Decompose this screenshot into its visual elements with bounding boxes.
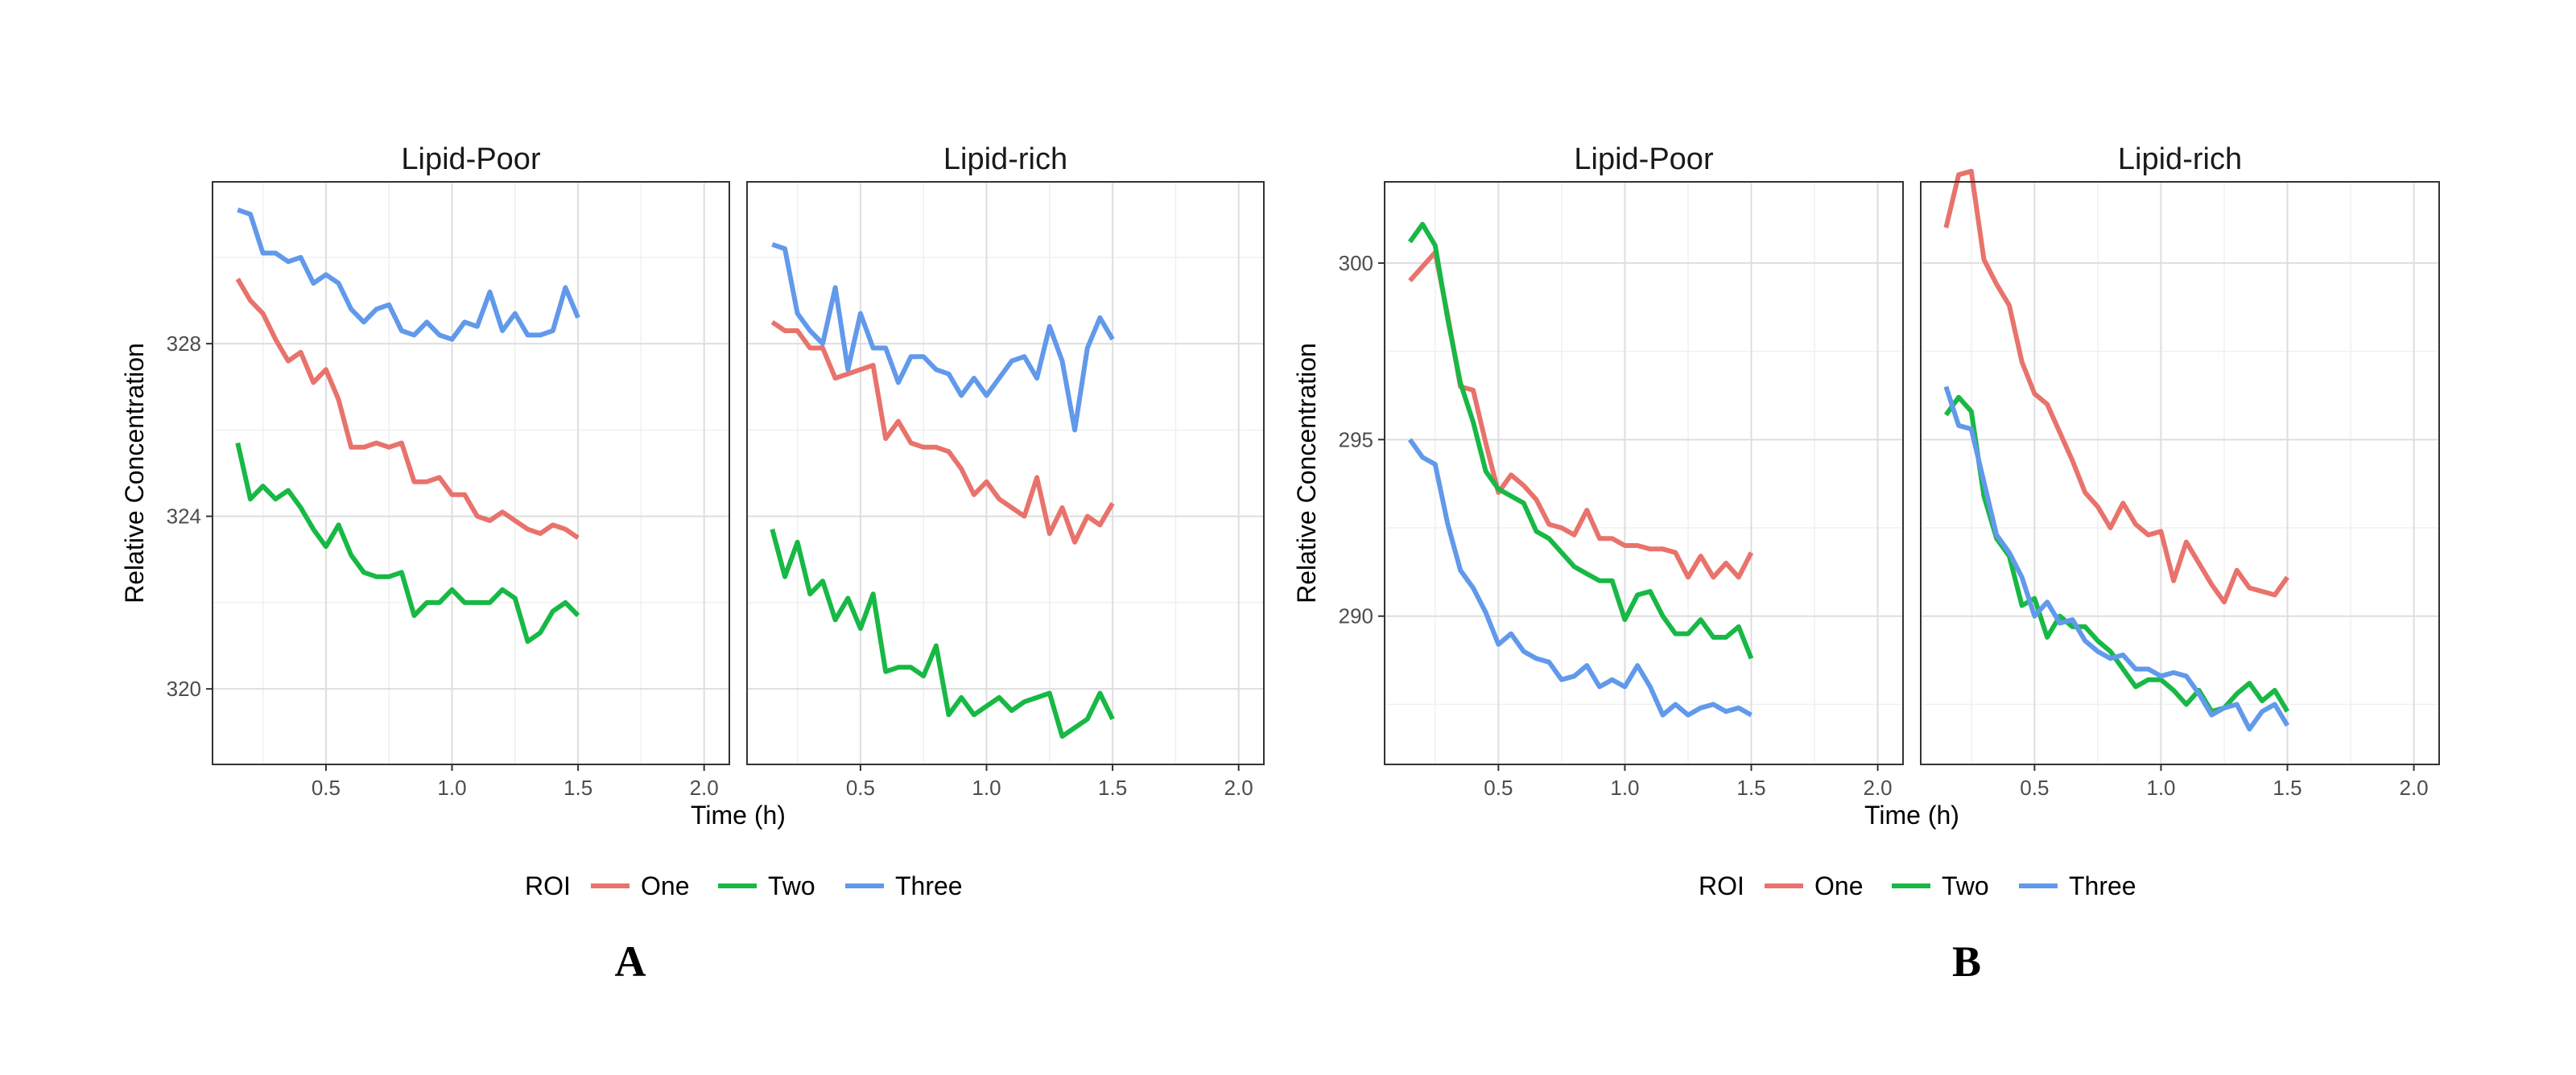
- y-axis-title: Relative Concentration: [1292, 343, 1321, 603]
- x-tick-label: 0.5: [2020, 776, 2049, 800]
- series-line-one: [235, 278, 580, 540]
- panel-border: [212, 181, 730, 765]
- panel-border: [1920, 181, 2440, 765]
- x-tick-label: 1.0: [972, 776, 1001, 800]
- legend-label-three: Three: [2069, 871, 2136, 900]
- x-tick-label: 1.0: [437, 776, 466, 800]
- y-axis-title: Relative Concentration: [120, 343, 149, 603]
- series-line-one: [770, 319, 1115, 545]
- legend-label-one: One: [1814, 871, 1863, 900]
- x-tick-label: 1.0: [1610, 776, 1639, 800]
- series-line-one: [1943, 168, 2289, 605]
- y-tick-label: 324: [167, 505, 201, 529]
- x-tick-label: 1.0: [2146, 776, 2175, 800]
- x-tick-label: 1.5: [1736, 776, 1765, 800]
- series-line-two: [235, 442, 580, 645]
- x-tick-label: 0.5: [1484, 776, 1513, 800]
- y-tick-label: 290: [1339, 604, 1373, 628]
- x-tick-label: 0.5: [846, 776, 875, 800]
- y-tick-label: 320: [167, 677, 201, 701]
- series-line-one: [1408, 249, 1754, 580]
- facet-title: Lipid-Poor: [1574, 142, 1714, 176]
- x-tick-label: 1.5: [564, 776, 592, 800]
- series-line-three: [237, 208, 580, 342]
- legend-label-three: Three: [895, 871, 963, 900]
- series-line-two: [1407, 221, 1754, 660]
- panel-letter: B: [1952, 937, 1981, 986]
- x-tick-label: 2.0: [1864, 776, 1893, 800]
- panel-border: [746, 181, 1265, 765]
- facet-title: Lipid-Poor: [401, 142, 541, 176]
- facet-title: Lipid-rich: [2118, 142, 2242, 176]
- legend-title: ROI: [1699, 871, 1744, 900]
- y-tick-label: 328: [167, 332, 201, 356]
- panel-letter: A: [615, 937, 646, 986]
- legend-label-one: One: [641, 871, 689, 900]
- series-line-two: [770, 528, 1115, 739]
- panel-border: [1384, 181, 1904, 765]
- x-tick-label: 2.0: [690, 776, 719, 800]
- series-line-three: [1407, 438, 1752, 718]
- series-line-three: [771, 241, 1115, 433]
- x-tick-label: 1.5: [2273, 776, 2301, 800]
- legend-label-two: Two: [1942, 871, 1989, 900]
- legend-title: ROI: [525, 871, 571, 900]
- x-axis-title: Time (h): [691, 801, 786, 830]
- legend-label-two: Two: [768, 871, 815, 900]
- x-axis-title: Time (h): [1864, 801, 1959, 830]
- x-tick-label: 2.0: [1224, 776, 1253, 800]
- x-tick-label: 2.0: [2400, 776, 2429, 800]
- y-tick-label: 300: [1339, 251, 1373, 275]
- facet-title: Lipid-rich: [943, 142, 1067, 176]
- series-line-two: [1943, 394, 2290, 715]
- x-tick-label: 0.5: [312, 776, 341, 800]
- series-line-three: [1943, 385, 2290, 732]
- y-tick-label: 295: [1339, 427, 1373, 451]
- x-tick-label: 1.5: [1098, 776, 1127, 800]
